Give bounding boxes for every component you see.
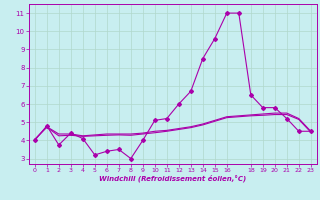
X-axis label: Windchill (Refroidissement éolien,°C): Windchill (Refroidissement éolien,°C) (99, 175, 246, 182)
